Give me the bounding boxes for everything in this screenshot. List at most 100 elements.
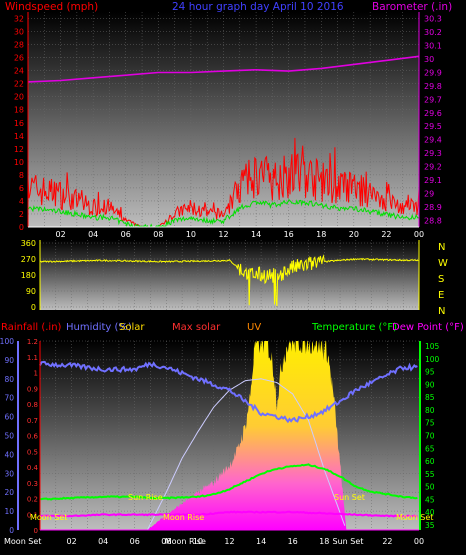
wind-x-tick-label: 22 [381, 230, 391, 239]
rain-y-tick-label: 0.5 [27, 448, 38, 456]
wind-x-tick-label: 08 [153, 230, 163, 239]
humidity-y-tick-label: 80 [4, 375, 14, 384]
wind-y-tick-label: 26 [14, 54, 24, 63]
barometer-y-tick-label: 30.1 [424, 42, 442, 51]
rain-y-tick-label: 1.2 [27, 338, 38, 346]
rain-y-tick-label: 0.8 [27, 401, 38, 409]
barometer-y-tick-label: 28.8 [424, 216, 442, 225]
temperature-y-tick-label: 85 [425, 393, 435, 402]
humidity-y-tick-label: 20 [4, 488, 14, 497]
temperature-y-tick-label: 50 [425, 483, 435, 492]
wind-y-tick-label: 8 [19, 171, 24, 180]
solar-label: Solar [119, 322, 145, 333]
rain-y-tick-label: 1.1 [27, 354, 38, 362]
humidity-y-tick-label: 30 [4, 469, 14, 478]
sun-set-annotation: Sun Set [334, 493, 365, 502]
climate-x-tick-label: Sun Set [332, 537, 363, 546]
temperature-line [40, 463, 418, 501]
solar-area [147, 341, 347, 530]
temperature-y-tick-label: 95 [425, 368, 435, 377]
sun-rise-annotation: Sun Rise [128, 493, 163, 502]
wind-y-tick-label: 16 [14, 119, 24, 128]
wind-y-tick-label: 14 [14, 132, 24, 141]
winddir-y-tick-label: 270 [21, 255, 36, 264]
moon-set-annotation: Moon Set [30, 513, 67, 522]
rainfall-label: Rainfall (.in) [1, 322, 62, 333]
winddir-y-tick-label: 90 [26, 287, 36, 296]
wind-direction-line [39, 254, 419, 307]
humidity-line [39, 360, 418, 424]
temperature-y-tick-label: 80 [425, 406, 435, 415]
wind-panel-background [28, 12, 419, 227]
barometer-y-tick-label: 30 [424, 55, 434, 64]
barometer-y-tick-label: 29 [424, 189, 434, 198]
wind-x-tick-label: 02 [55, 230, 65, 239]
temperature-y-tick-label: 65 [425, 444, 435, 453]
compass-label: S [438, 274, 444, 285]
dewpoint-line [39, 510, 418, 518]
rain-y-tick-label: 0.2 [27, 496, 38, 504]
wind-y-tick-label: 2 [19, 210, 24, 219]
rain-y-tick-label: 0.9 [27, 385, 38, 393]
temperature-y-tick-label: 35 [425, 521, 435, 530]
wind-x-tick-label: 14 [251, 230, 261, 239]
humidity-y-tick-label: 100 [0, 337, 14, 346]
wind-x-tick-label: 04 [88, 230, 98, 239]
temperature-y-tick-label: 60 [425, 457, 435, 466]
rain-y-tick-label: 0 [34, 527, 38, 535]
temperature-y-tick-label: 100 [425, 355, 440, 364]
humidity-y-tick-label: 10 [4, 507, 14, 516]
temperature-label: Temperature (°F) [311, 322, 397, 333]
wind-y-tick-label: 18 [14, 106, 24, 115]
climate-x-tick-label: 04 [98, 537, 108, 546]
winddir-y-tick-label: 360 [21, 239, 36, 248]
wind-chart-title: 24 hour graph day April 10 2016 [172, 1, 344, 13]
temperature-y-tick-label: 105 [425, 342, 440, 351]
temperature-y-tick-label: 55 [425, 470, 435, 479]
climate-x-tick-label: 22 [382, 537, 392, 546]
rain-y-tick-label: 0.3 [27, 480, 38, 488]
maxsolar-label: Max solar [172, 322, 221, 333]
rain-y-tick-label: 0.1 [27, 511, 38, 519]
barometer-y-tick-label: 29.5 [424, 122, 442, 131]
temperature-y-tick-label: 70 [425, 432, 435, 441]
dewpoint-label: Dew Point (°F) [392, 322, 464, 333]
wind-x-tick-label: 20 [349, 230, 359, 239]
climate-x-tick-label: 06 [130, 537, 140, 546]
humidity-y-tick-label: 0 [9, 526, 14, 535]
wind-y-tick-label: 22 [14, 80, 24, 89]
temperature-y-tick-label: 45 [425, 495, 435, 504]
compass-label: E [438, 290, 444, 301]
climate-x-tick-label: 00 [414, 537, 424, 546]
winddir-y-tick-label: 180 [21, 271, 36, 280]
wind-x-tick-label: 12 [218, 230, 228, 239]
climate-x-tick-label: 02 [66, 537, 76, 546]
wind-y-tick-label: 4 [19, 197, 24, 206]
humidity-y-tick-label: 90 [4, 356, 14, 365]
wind-y-tick-label: 12 [14, 145, 24, 154]
wind-left-label: Windspeed (mph) [5, 1, 98, 13]
wind-y-tick-label: 30 [14, 28, 24, 37]
humidity-y-tick-label: 60 [4, 413, 14, 422]
temperature-y-tick-label: 75 [425, 419, 435, 428]
barometer-y-tick-label: 29.2 [424, 163, 442, 172]
climate-x-tick-label: 18 [319, 537, 329, 546]
barometer-right-label: Barometer (.in) [372, 1, 452, 13]
wind-y-tick-label: 0 [19, 223, 24, 232]
uv-label: UV [247, 322, 261, 333]
climate-x-tick-label: 12 [224, 537, 234, 546]
barometer-y-tick-label: 29.8 [424, 82, 442, 91]
compass-label: W [438, 258, 448, 269]
barometer-y-tick-label: 29.7 [424, 95, 442, 104]
barometer-line [27, 55, 420, 83]
barometer-y-tick-label: 29.9 [424, 68, 442, 77]
climate-x-tick-label: 10 [193, 537, 203, 546]
winddir-y-tick-label: 0 [31, 303, 36, 312]
rain-y-tick-label: 0.6 [27, 433, 39, 441]
barometer-y-tick-label: 28.9 [424, 203, 442, 212]
moon-set-annotation-right: Moon Set [396, 513, 433, 522]
wind-x-tick-label: 00 [414, 230, 424, 239]
wind-y-tick-label: 10 [14, 158, 24, 167]
